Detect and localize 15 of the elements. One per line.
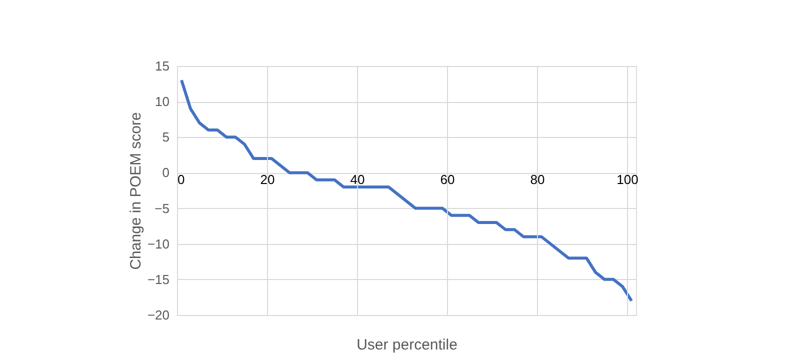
x-axis-title: User percentile: [356, 336, 458, 354]
x-tick-label: 80: [530, 172, 545, 188]
x-tick-label: 100: [616, 172, 638, 188]
y-tick-label: 5: [162, 130, 170, 145]
x-tick-label: 40: [350, 172, 365, 188]
y-tick-label: −10: [147, 236, 170, 252]
y-tick-label: 15: [155, 58, 170, 74]
y-axis-title: Change in POEM score: [127, 112, 144, 270]
y-tick-label: −15: [147, 272, 170, 287]
x-tick-label: 0: [178, 172, 185, 188]
y-tick-label: −20: [147, 308, 170, 322]
y-tick-label: 10: [155, 94, 170, 110]
x-tick-label: 20: [260, 172, 275, 188]
x-tick-label: 60: [440, 172, 455, 188]
y-tick-label: −5: [154, 200, 170, 216]
